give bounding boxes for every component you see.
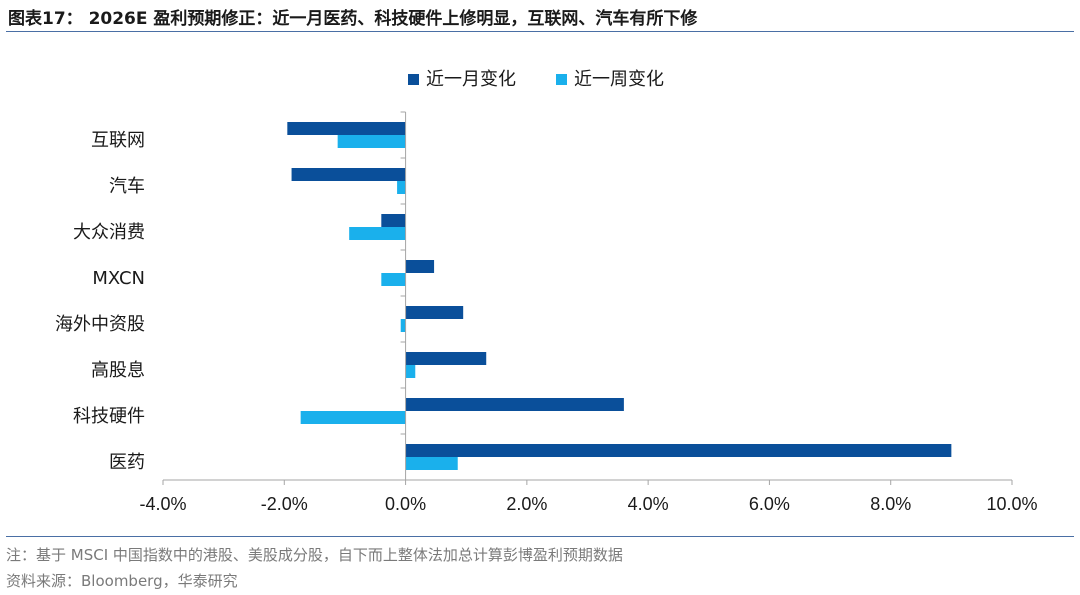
bar-1-3 [405, 260, 435, 273]
title-divider [6, 31, 1074, 32]
bar-2-7 [405, 457, 458, 470]
source-note: 资料来源：Bloomberg，华泰研究 [6, 572, 238, 590]
bar-2-1 [397, 181, 406, 194]
category-label: 海外中资股 [55, 314, 145, 335]
bar-2-3 [381, 273, 406, 286]
category-label: MXCN [92, 268, 145, 289]
bar-2-5 [405, 365, 416, 378]
bar-2-6 [300, 411, 406, 424]
x-tick-label: 2.0% [506, 494, 547, 514]
bar-1-6 [405, 398, 624, 411]
category-label: 高股息 [91, 360, 145, 381]
legend-label-2: 近一周变化 [574, 69, 664, 90]
footnote: 注：基于 MSCI 中国指数中的港股、美股成分股，自下而上整体法加总计算彭博盈利… [6, 546, 623, 564]
chart-title: 图表17： 2026E 盈利预期修正：近一月医药、科技硬件上修明显，互联网、汽车… [8, 9, 698, 29]
category-label: 汽车 [109, 176, 145, 197]
x-tick-label: 8.0% [870, 494, 911, 514]
x-tick-label: -4.0% [139, 494, 186, 514]
bar-2-0 [337, 135, 406, 148]
footer-divider [6, 536, 1074, 537]
x-tick-label: 6.0% [749, 494, 790, 514]
x-tick-label: 4.0% [628, 494, 669, 514]
bar-1-1 [291, 168, 406, 181]
category-label: 大众消费 [73, 222, 145, 243]
category-label: 医药 [109, 452, 145, 473]
bar-1-7 [405, 444, 952, 457]
x-tick-label: 0.0% [385, 494, 426, 514]
bar-1-5 [405, 352, 487, 365]
bar-1-4 [405, 306, 464, 319]
legend-label-1: 近一月变化 [426, 69, 516, 90]
bar-1-0 [287, 122, 406, 135]
category-label: 互联网 [91, 130, 145, 151]
x-tick-label: 10.0% [986, 494, 1037, 514]
axes [162, 111, 1013, 485]
bars [287, 122, 952, 470]
bar-2-4 [400, 319, 406, 332]
bar-1-2 [381, 214, 406, 227]
legend-swatch-2 [556, 74, 567, 85]
category-label: 科技硬件 [73, 406, 145, 427]
x-tick-label: -2.0% [261, 494, 308, 514]
legend: 近一月变化 近一周变化 [408, 69, 664, 90]
bar-2-2 [349, 227, 406, 240]
legend-swatch-1 [408, 74, 419, 85]
